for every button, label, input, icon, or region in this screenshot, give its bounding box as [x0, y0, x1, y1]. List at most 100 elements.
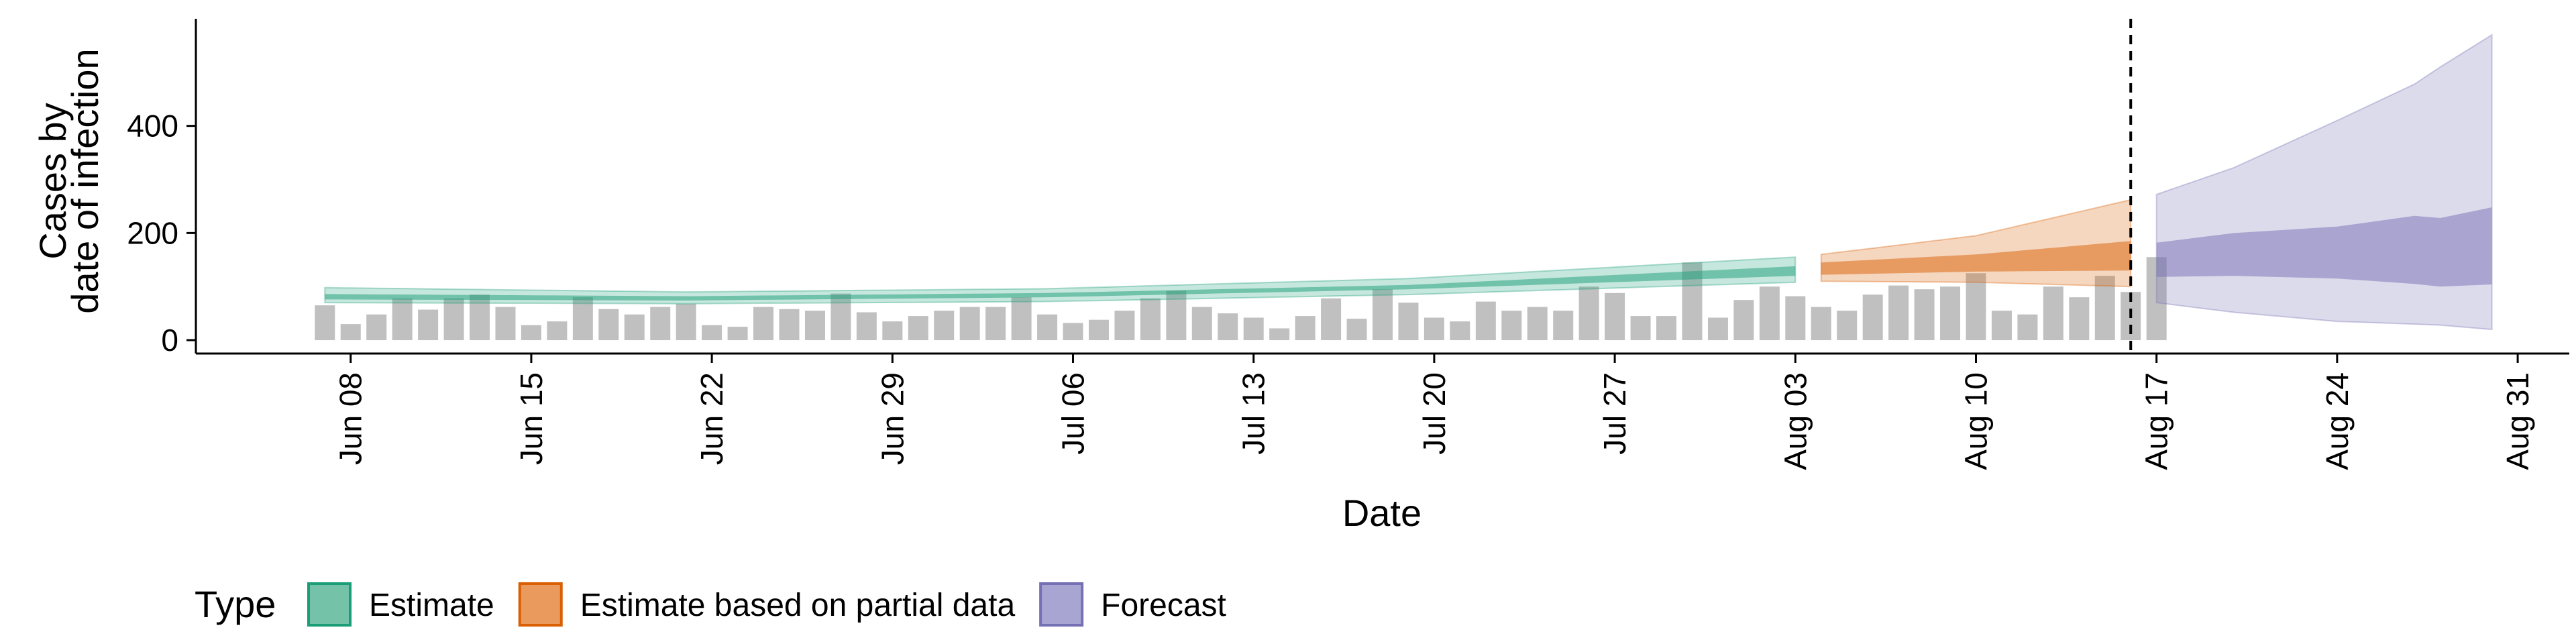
case-bar: [521, 325, 541, 341]
case-bar: [1373, 289, 1393, 341]
case-bar: [779, 309, 800, 341]
case-bar: [340, 324, 361, 341]
x-tick-label: Aug 31: [2500, 372, 2535, 470]
case-bar: [959, 307, 980, 341]
legend-swatch-forecast: [1039, 582, 1084, 627]
case-bar: [856, 312, 877, 341]
y-tick-label: 200: [127, 215, 178, 250]
case-bar: [882, 321, 903, 341]
case-bar: [1450, 321, 1470, 341]
x-ticks: Jun 08 Jun 15 Jun 22 Jun 29 Jul 06 Jul 13 Jul …: [333, 354, 2535, 470]
band-90-estimate: [324, 256, 1796, 305]
case-bar: [1346, 319, 1367, 341]
case-bar: [1759, 286, 1780, 341]
case-bar: [804, 311, 825, 341]
case-bar: [418, 309, 439, 341]
legend: Type Estimate Estimate based on partial d…: [195, 582, 1226, 627]
y-ticks: 0 200 400: [127, 109, 196, 358]
case-bar: [1527, 307, 1548, 341]
case-bar: [830, 293, 851, 341]
case-bar: [1037, 314, 1058, 341]
y-axis-title-line-2: date of infection: [64, 48, 106, 313]
case-bar: [1656, 316, 1677, 341]
legend-label-estimate: Estimate: [369, 588, 494, 623]
case-bar: [1862, 294, 1883, 341]
case-bar: [1398, 303, 1419, 341]
case-bar: [470, 294, 490, 341]
case-bar: [598, 309, 619, 341]
case-bar: [1424, 317, 1444, 341]
legend-swatch-estimate-based-on-partial-data: [518, 582, 563, 627]
x-tick-label: Jul 27: [1597, 372, 1632, 455]
x-tick-label: Aug 17: [2139, 372, 2174, 470]
legend-label-estimate-based-on-partial-data: Estimate based on partial data: [580, 588, 1016, 623]
x-tick-label: Jun 22: [694, 372, 729, 465]
case-bar: [1785, 296, 1806, 341]
case-bar: [753, 307, 774, 341]
case-bar: [1140, 298, 1161, 341]
case-bar: [934, 311, 955, 341]
case-bar: [1063, 323, 1083, 341]
case-bar: [1914, 289, 1935, 341]
case-bar: [1218, 313, 1238, 341]
case-bar: [1269, 328, 1290, 341]
case-bar: [2017, 314, 2038, 341]
case-bar: [1733, 300, 1754, 341]
case-bar: [1837, 311, 1858, 341]
band-50-forecast: [2156, 207, 2492, 287]
case-bar: [1553, 311, 1574, 341]
x-tick-label: Aug 03: [1778, 372, 1813, 470]
case-bar: [1605, 292, 1625, 341]
case-bar: [727, 327, 748, 341]
case-bar: [1475, 301, 1496, 341]
case-bar: [572, 297, 593, 341]
case-bar: [650, 307, 671, 341]
case-bar: [1321, 298, 1342, 341]
case-bar: [392, 298, 413, 341]
x-tick-label: Jul 20: [1417, 372, 1452, 455]
case-bar: [624, 314, 645, 341]
reported-cases-bars: [315, 257, 2167, 341]
x-axis-title: Date: [1342, 492, 1421, 534]
case-bar: [1011, 297, 1032, 341]
y-axis-title-line-1: Cases by: [32, 103, 74, 259]
case-bar: [676, 303, 696, 341]
y-tick-label: 400: [127, 109, 178, 144]
case-bar: [1966, 273, 1986, 341]
band-50-estimate-based-on-partial-data: [1821, 241, 2131, 275]
case-bar: [1243, 317, 1264, 341]
x-tick-label: Jul 06: [1056, 372, 1091, 455]
case-bar: [1578, 286, 1599, 341]
legend-swatch-estimate: [307, 582, 352, 627]
case-bar: [908, 316, 928, 341]
case-bar: [315, 305, 335, 341]
band-50-estimate: [325, 266, 1796, 301]
estimate-bands: [324, 34, 2493, 331]
case-bar: [702, 325, 722, 341]
case-bar: [547, 321, 568, 341]
case-bar: [1888, 285, 1909, 341]
case-bar: [1191, 307, 1212, 341]
case-bar: [1707, 317, 1728, 341]
case-bar: [1501, 311, 1522, 341]
case-bar: [2094, 276, 2115, 341]
case-bar: [443, 298, 464, 341]
x-tick-label: Aug 24: [2320, 372, 2355, 470]
legend-title: Type: [195, 583, 276, 625]
legend-label-forecast: Forecast: [1101, 588, 1226, 623]
case-bar: [1295, 316, 1316, 341]
case-bar: [495, 307, 516, 341]
case-bar: [1811, 307, 1831, 341]
case-bar: [1088, 319, 1109, 341]
case-bar: [1114, 311, 1135, 341]
case-bar: [1991, 311, 2012, 341]
case-bar: [366, 314, 387, 341]
x-tick-label: Jun 29: [875, 372, 910, 465]
x-tick-label: Jun 15: [514, 372, 549, 465]
case-bar: [1166, 290, 1187, 341]
x-tick-label: Jul 13: [1236, 372, 1271, 455]
x-tick-label: Jun 08: [333, 372, 368, 465]
case-bar: [2069, 297, 2090, 341]
